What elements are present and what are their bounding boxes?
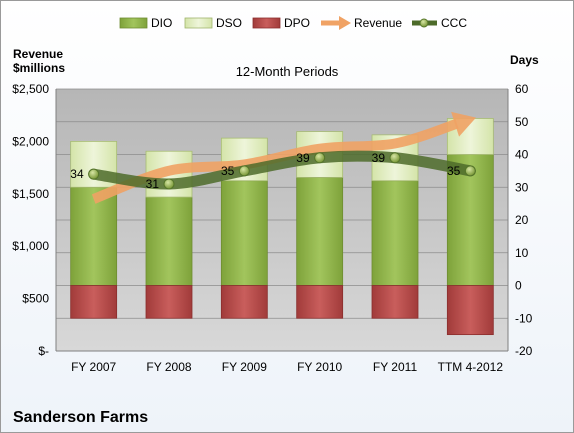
ccc-point-5: [464, 165, 476, 177]
y-right-tick-label: -10: [515, 311, 533, 325]
y-left-tick-label: $-: [38, 344, 49, 358]
y-right-tick-label: 20: [515, 213, 529, 227]
x-tick-label: FY 2007: [71, 360, 116, 374]
ccc-data-label-4: 39: [372, 151, 386, 165]
y-left-tick-label: $2,500: [12, 82, 49, 96]
ccc-data-label-1: 31: [146, 177, 160, 191]
chart-title: 12-Month Periods: [236, 64, 339, 79]
ccc-line: [88, 150, 476, 190]
ccc-data-label-2: 35: [221, 164, 235, 178]
ccc-point-3: [314, 152, 326, 164]
y-right-tick-label: 30: [515, 180, 529, 194]
y-left-tick-label: $1,500: [12, 187, 49, 201]
bar-dpo-4: [371, 285, 419, 319]
y-right-tick-label: 50: [515, 115, 529, 129]
y-right-label: Days: [510, 53, 539, 67]
ccc-point-4: [389, 152, 401, 164]
ccc-point-1: [163, 178, 175, 190]
y-left-label-line2: $millions: [13, 61, 65, 75]
axes: -20 -10 0 10 20 30 40 50 60 $- $500 $1,000 $1,500 $2,…: [12, 82, 532, 374]
bar-dio-3: [296, 177, 344, 286]
bar-dpo-2: [220, 285, 268, 319]
y-right-tick-label: 0: [515, 279, 522, 293]
x-tick-label: FY 2008: [146, 360, 191, 374]
y-left-label-line1: Revenue: [13, 47, 63, 61]
x-tick-label: FY 2010: [297, 360, 342, 374]
legend-swatch-dso: [184, 17, 213, 29]
legend: DIO DSO DPO Revenue CCC: [119, 16, 467, 30]
legend-label-dpo: DPO: [284, 16, 310, 30]
legend-label-dio: DIO: [151, 16, 172, 30]
x-tick-label: TTM 4-2012: [438, 360, 504, 374]
bar-dpo-1: [145, 285, 193, 319]
bar-dio-2: [220, 180, 268, 286]
bars: [70, 118, 494, 336]
ccc-series: 34 31 35 39 39 35: [70, 150, 476, 191]
legend-swatch-dio: [119, 17, 148, 29]
y-right-tick-label: 60: [515, 82, 529, 96]
bar-dpo-5: [446, 285, 494, 336]
legend-swatch-dpo: [252, 17, 281, 29]
legend-label-revenue: Revenue: [354, 16, 402, 30]
y-right-tick-label: 10: [515, 246, 529, 260]
x-tick-label: FY 2011: [373, 360, 418, 374]
bar-dpo-0: [70, 285, 118, 319]
bar-dio-1: [145, 196, 193, 286]
ccc-data-label-0: 34: [70, 167, 84, 181]
bar-dio-0: [70, 186, 118, 286]
revenue-line: [91, 118, 459, 204]
revenue-arrowhead: [451, 111, 477, 137]
legend-swatch-revenue: [321, 16, 351, 30]
bar-dio-4: [371, 180, 419, 286]
company-name: Sanderson Farms: [13, 409, 148, 426]
ccc-data-label-5: 35: [447, 164, 461, 178]
y-left-tick-label: $1,000: [12, 239, 49, 253]
y-right-tick-label: -20: [515, 344, 533, 358]
bar-dpo-3: [296, 285, 344, 319]
ccc-point-2: [238, 165, 250, 177]
revenue-series: [91, 111, 477, 204]
y-left-tick-label: $500: [22, 292, 49, 306]
x-tick-label: FY 2009: [222, 360, 267, 374]
legend-label-ccc: CCC: [441, 16, 467, 30]
ccc-point-0: [88, 168, 100, 180]
y-right-tick-label: 40: [515, 148, 529, 162]
ccc-data-label-3: 39: [296, 151, 310, 165]
y-left-tick-label: $2,000: [12, 134, 49, 148]
legend-swatch-ccc: [412, 18, 437, 28]
legend-label-dso: DSO: [216, 16, 242, 30]
